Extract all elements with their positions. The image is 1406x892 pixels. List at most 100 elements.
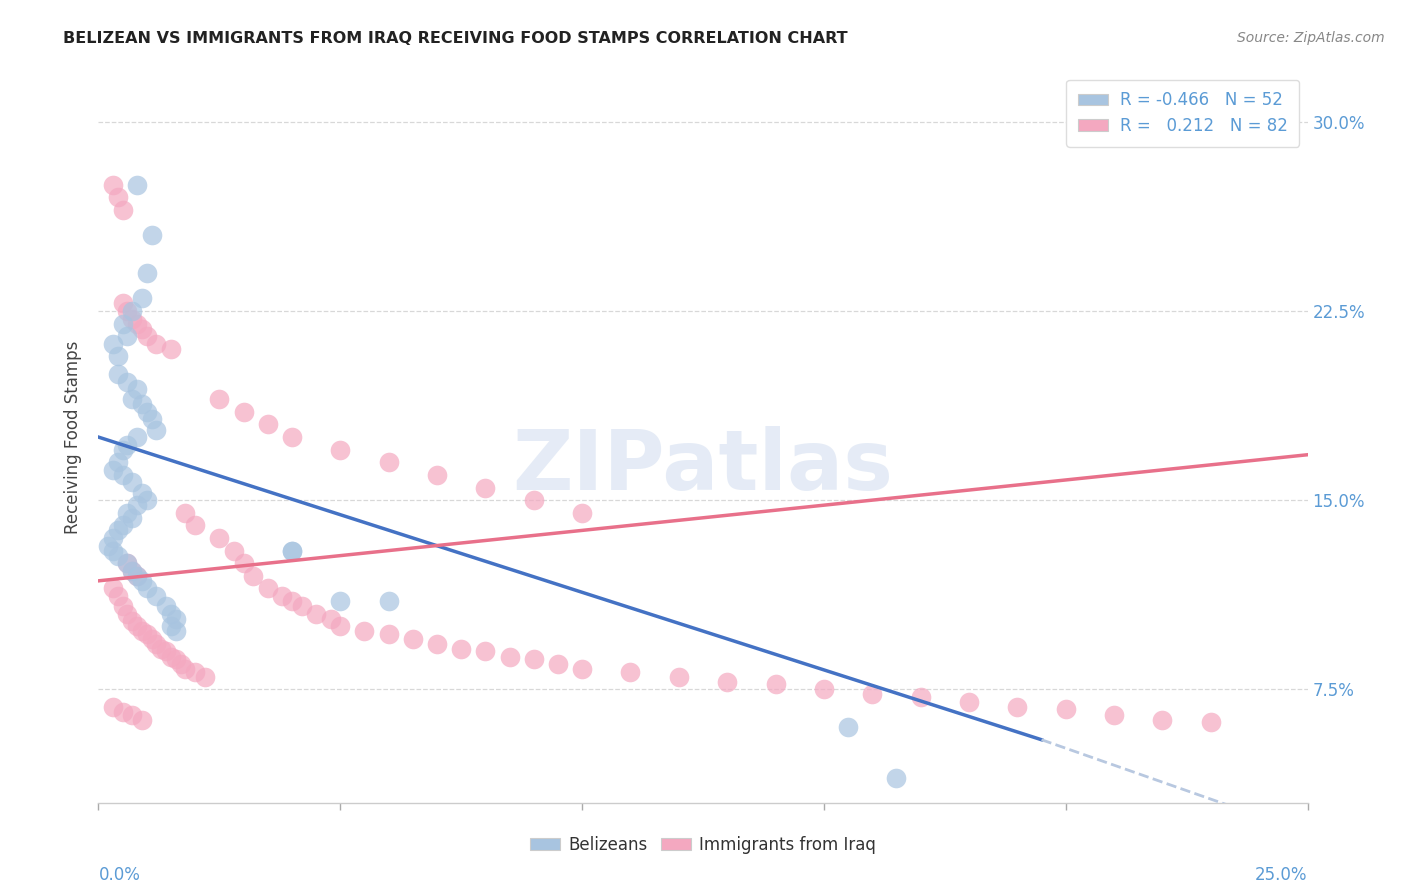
Point [402, 632, 425, 646]
Point [131, 291, 153, 305]
Point [160, 607, 183, 621]
Point [117, 556, 139, 570]
Legend: Belizeans, Immigrants from Iraq: Belizeans, Immigrants from Iraq [523, 829, 883, 860]
Point [256, 582, 278, 596]
Point [498, 649, 520, 664]
Point [242, 569, 264, 583]
Point [121, 304, 143, 318]
Point [131, 624, 153, 639]
Point [117, 607, 139, 621]
Point [127, 178, 149, 192]
Point [281, 594, 304, 608]
Y-axis label: Receiving Food Stamps: Receiving Food Stamps [65, 341, 83, 533]
Point [194, 670, 217, 684]
Point [319, 612, 342, 626]
Point [290, 599, 312, 613]
Point [127, 569, 149, 583]
Point [174, 506, 197, 520]
Point [117, 556, 139, 570]
Point [117, 304, 139, 318]
Point [353, 624, 375, 639]
Point [111, 203, 134, 218]
Point [523, 652, 546, 666]
Point [117, 506, 139, 520]
Point [127, 498, 149, 512]
Point [281, 430, 304, 444]
Point [101, 531, 124, 545]
Point [111, 317, 134, 331]
Point [426, 467, 449, 482]
Point [160, 342, 183, 356]
Point [222, 543, 245, 558]
Point [165, 652, 187, 666]
Text: BELIZEAN VS IMMIGRANTS FROM IRAQ RECEIVING FOOD STAMPS CORRELATION CHART: BELIZEAN VS IMMIGRANTS FROM IRAQ RECEIVI… [63, 31, 848, 46]
Point [145, 637, 167, 651]
Point [474, 644, 496, 658]
Point [1199, 715, 1222, 730]
Point [121, 564, 143, 578]
Point [910, 690, 932, 704]
Point [1054, 702, 1077, 716]
Point [716, 674, 738, 689]
Point [131, 574, 153, 588]
Point [107, 589, 129, 603]
Point [131, 713, 153, 727]
Point [281, 543, 304, 558]
Point [1007, 700, 1029, 714]
Point [127, 619, 149, 633]
Point [271, 589, 294, 603]
Point [121, 707, 143, 722]
Point [184, 518, 207, 533]
Point [101, 700, 124, 714]
Point [523, 493, 546, 508]
Point [127, 382, 149, 396]
Point [232, 556, 254, 570]
Point [111, 296, 134, 310]
Point [121, 475, 143, 490]
Point [450, 642, 472, 657]
Point [813, 682, 835, 697]
Point [141, 632, 163, 646]
Point [329, 442, 352, 457]
Point [101, 582, 124, 596]
Point [860, 687, 883, 701]
Point [141, 412, 163, 426]
Point [169, 657, 191, 671]
Point [127, 430, 149, 444]
Point [160, 619, 183, 633]
Point [121, 510, 143, 524]
Point [305, 607, 328, 621]
Point [121, 614, 143, 628]
Point [101, 178, 124, 192]
Point [329, 619, 352, 633]
Point [145, 423, 167, 437]
Point [1152, 713, 1174, 727]
Point [256, 417, 278, 432]
Point [111, 467, 134, 482]
Text: 25.0%: 25.0% [1256, 866, 1308, 884]
Text: ZIPatlas: ZIPatlas [513, 425, 893, 507]
Point [97, 539, 120, 553]
Point [208, 531, 231, 545]
Point [426, 637, 449, 651]
Point [1102, 707, 1125, 722]
Point [101, 336, 124, 351]
Point [135, 627, 157, 641]
Point [107, 455, 129, 469]
Point [107, 549, 129, 563]
Point [111, 705, 134, 719]
Point [141, 228, 163, 243]
Point [145, 589, 167, 603]
Point [101, 543, 124, 558]
Point [107, 367, 129, 381]
Point [145, 336, 167, 351]
Point [121, 564, 143, 578]
Point [377, 627, 399, 641]
Point [165, 612, 187, 626]
Point [232, 405, 254, 419]
Point [837, 720, 859, 734]
Point [127, 569, 149, 583]
Point [111, 442, 134, 457]
Point [619, 665, 641, 679]
Point [957, 695, 980, 709]
